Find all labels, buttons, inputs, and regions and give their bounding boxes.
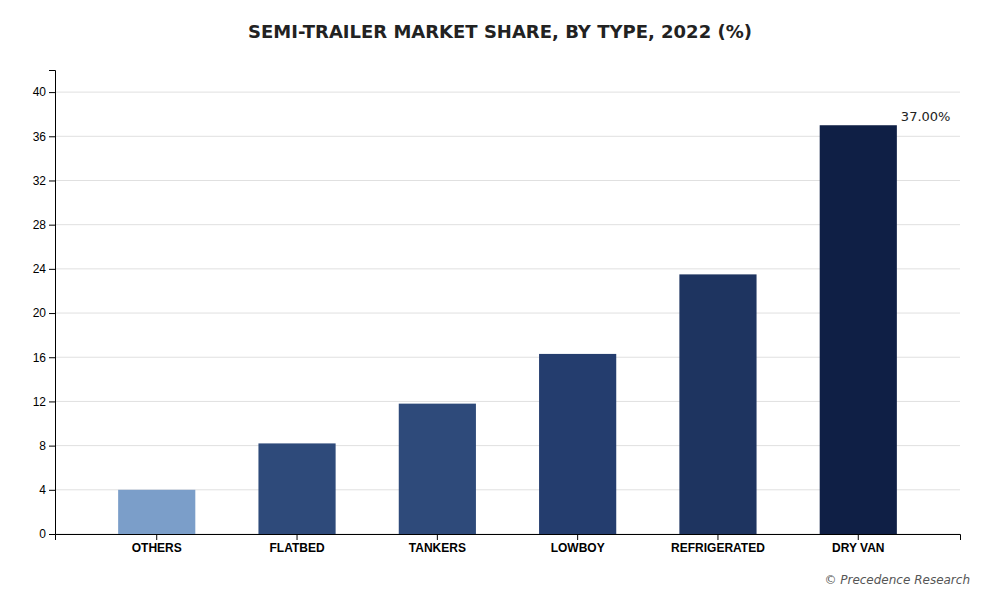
x-tick-mark — [858, 534, 859, 540]
y-tick-mark — [49, 269, 55, 270]
plot: 0 4 8 12 16 20 24 28 32 36 40 OTHERS FLATBED TANKERS L… — [33, 71, 961, 555]
y-tick-label: 36 — [33, 130, 47, 144]
bars — [118, 125, 897, 534]
title: SEMI-TRAILER MARKET SHARE, BY TYPE, 2022… — [248, 21, 752, 42]
y-tick-mark — [49, 313, 55, 314]
bar — [539, 354, 616, 534]
bar — [820, 125, 897, 534]
grid-line — [55, 92, 960, 93]
y-tick-mark — [49, 92, 55, 93]
x-tick-mark — [577, 534, 578, 540]
y-tick-label: 40 — [33, 85, 47, 99]
y-tick: 12 — [33, 395, 55, 409]
y-tick: 32 — [33, 174, 55, 188]
x-tick: FLATBED — [269, 534, 324, 555]
x-tick: TANKERS — [409, 534, 466, 555]
y-axis-line — [49, 71, 56, 535]
x-tick-label: DRY VAN — [832, 541, 884, 555]
x-axis: OTHERS FLATBED TANKERS LOWBOY REFRIGERATED DR… — [56, 534, 961, 555]
y-tick-mark — [49, 136, 55, 137]
y-tick-mark — [49, 180, 55, 181]
bar — [399, 404, 476, 534]
y-tick: 0 — [39, 527, 55, 541]
y-tick-label: 32 — [33, 174, 47, 188]
y-tick-label: 28 — [33, 218, 47, 232]
x-tick-mark — [437, 534, 438, 540]
y-tick-label: 0 — [39, 527, 46, 541]
x-tick: LOWBOY — [551, 534, 605, 555]
x-tick-label: OTHERS — [132, 541, 182, 555]
x-tick: OTHERS — [132, 534, 182, 555]
y-tick: 8 — [39, 439, 55, 453]
y-axis: 0 4 8 12 16 20 24 28 32 36 40 — [33, 71, 56, 542]
x-tick-mark — [297, 534, 298, 540]
x-tick: DRY VAN — [832, 534, 884, 555]
y-tick-mark — [49, 401, 55, 402]
x-tick-label: FLATBED — [269, 541, 324, 555]
y-tick: 28 — [33, 218, 55, 232]
y-tick-mark — [49, 357, 55, 358]
annotation: 37.00% — [901, 109, 951, 124]
y-tick-mark — [49, 446, 55, 447]
x-tick-mark — [156, 534, 157, 540]
bar — [679, 274, 756, 534]
y-tick-mark — [49, 534, 55, 535]
y-tick: 24 — [33, 262, 55, 276]
grid — [55, 92, 960, 534]
y-tick: 16 — [33, 351, 55, 365]
y-tick-label: 16 — [33, 351, 47, 365]
x-tick-mark — [717, 534, 718, 540]
chart: SEMI-TRAILER MARKET SHARE, BY TYPE, 2022… — [0, 0, 1000, 594]
x-tick-label: LOWBOY — [551, 541, 605, 555]
y-tick-mark — [49, 490, 55, 491]
x-tick-label: REFRIGERATED — [671, 541, 765, 555]
y-tick-label: 12 — [33, 395, 47, 409]
y-tick-label: 20 — [33, 306, 47, 320]
y-tick: 4 — [39, 483, 55, 497]
x-tick-label: TANKERS — [409, 541, 466, 555]
y-tick-label: 24 — [33, 262, 47, 276]
caption: © Precedence Research — [824, 573, 970, 587]
y-tick: 40 — [33, 85, 55, 99]
y-tick: 36 — [33, 130, 55, 144]
x-axis-line — [56, 535, 961, 541]
bar — [258, 443, 335, 534]
y-tick-label: 8 — [39, 439, 46, 453]
bar — [118, 490, 195, 534]
x-tick: REFRIGERATED — [671, 534, 765, 555]
y-tick-mark — [49, 225, 55, 226]
y-tick: 20 — [33, 306, 55, 320]
y-tick-label: 4 — [39, 483, 46, 497]
